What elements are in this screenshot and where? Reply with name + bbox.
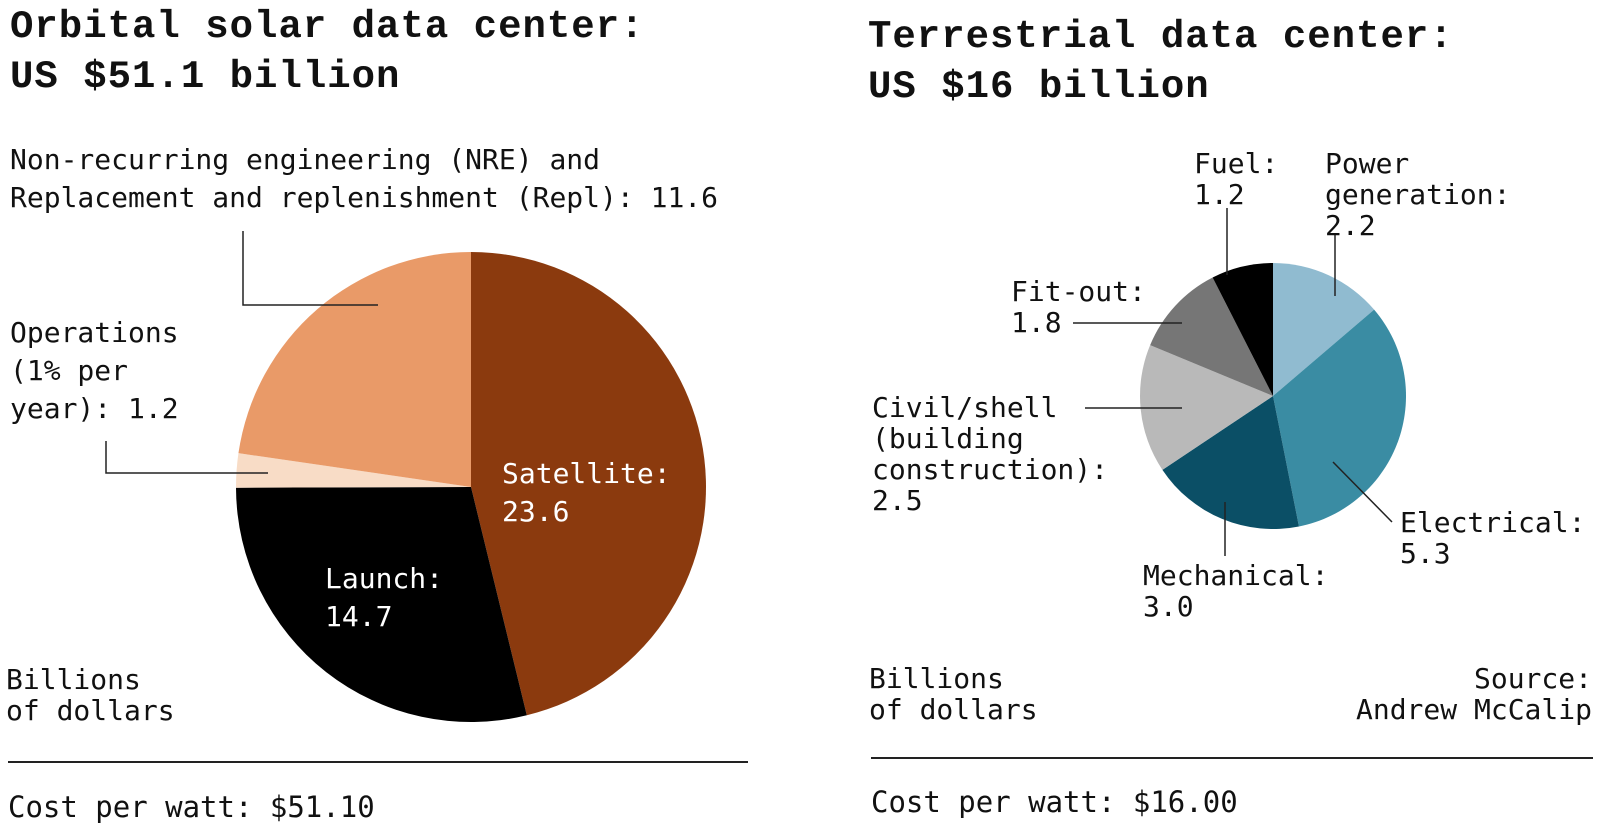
label-satellite: Satellite: 23.6 xyxy=(502,455,671,531)
label-civil-line4: 2.5 xyxy=(872,484,923,517)
label-ops-line1: Operations xyxy=(10,316,179,349)
leader-operations xyxy=(105,441,268,474)
label-satellite-line1: Satellite: xyxy=(502,457,671,490)
label-ops-line3: year): 1.2 xyxy=(10,392,179,425)
label-fuel-line2: 1.2 xyxy=(1194,178,1245,211)
leader-nre xyxy=(242,231,378,306)
terrestrial-unit-line1: Billions xyxy=(869,662,1004,695)
orbital-title: Orbital solar data center: US $51.1 bill… xyxy=(10,2,645,102)
orbital-cost-per-watt: Cost per watt: $51.10 xyxy=(8,790,375,824)
label-fitout-line2: 1.8 xyxy=(1011,306,1062,339)
source-line2: Andrew McCalip xyxy=(1355,693,1592,726)
terrestrial-unit-line2: of dollars xyxy=(869,693,1038,726)
label-electrical-line2: 5.3 xyxy=(1400,537,1451,570)
terrestrial-title-line2: US $16 billion xyxy=(868,65,1210,109)
terrestrial-pie xyxy=(1140,263,1407,529)
terrestrial-slice-civil xyxy=(1140,345,1273,470)
label-power-line1: Power xyxy=(1325,147,1410,180)
orbital-pie xyxy=(235,252,706,722)
label-civil-line1: Civil/shell xyxy=(872,391,1058,424)
leader-electrical xyxy=(1332,461,1393,523)
terrestrial-slice-fit xyxy=(1150,277,1273,396)
terrestrial-cost-per-watt: Cost per watt: $16.00 xyxy=(871,785,1238,819)
label-nre: Non-recurring engineering (NRE) and Repl… xyxy=(10,141,718,217)
label-civil-line3: construction): xyxy=(872,453,1109,486)
label-power: Power generation: 2.2 xyxy=(1325,148,1510,241)
terrestrial-slice-electrical xyxy=(1273,309,1407,527)
label-nre-line2: Replacement and replenishment (Repl): 11… xyxy=(10,181,719,214)
orbital-title-line2: US $51.1 billion xyxy=(10,55,401,99)
source-line1: Source: xyxy=(1473,662,1592,695)
terrestrial-slice-fuel xyxy=(1212,263,1273,396)
terrestrial-slice-power xyxy=(1273,263,1375,396)
label-power-line2: generation: xyxy=(1325,178,1511,211)
orbital-slice-operations xyxy=(235,453,471,488)
label-ops-line2: (1% per xyxy=(10,354,129,387)
label-fitout: Fit-out: 1.8 xyxy=(1011,276,1146,338)
orbital-slice-non xyxy=(238,252,471,487)
label-mechanical: Mechanical: 3.0 xyxy=(1143,560,1328,622)
orbital-title-line1: Orbital solar data center: xyxy=(10,5,645,49)
label-mechanical-line1: Mechanical: xyxy=(1143,559,1329,592)
orbital-unit-line2: of dollars xyxy=(6,694,175,727)
terrestrial-unit-note: Billions of dollars xyxy=(869,663,1038,725)
label-civil-line2: (building xyxy=(872,422,1024,455)
label-operations: Operations (1% per year): 1.2 xyxy=(10,314,179,428)
terrestrial-divider xyxy=(871,757,1593,759)
label-electrical: Electrical: 5.3 xyxy=(1400,507,1585,569)
terrestrial-slice-mechanical xyxy=(1162,396,1299,529)
orbital-slice-satellite xyxy=(471,252,706,716)
label-launch-line2: 14.7 xyxy=(325,600,393,633)
label-satellite-line2: 23.6 xyxy=(502,495,570,528)
orbital-unit-note: Billions of dollars xyxy=(6,664,175,726)
source-note: Source: Andrew McCalip xyxy=(1356,663,1592,725)
orbital-slice-launch xyxy=(236,487,527,722)
terrestrial-title-line1: Terrestrial data center: xyxy=(868,15,1454,59)
label-nre-line1: Non-recurring engineering (NRE) and xyxy=(10,143,601,176)
label-electrical-line1: Electrical: xyxy=(1400,506,1586,539)
label-fitout-line1: Fit-out: xyxy=(1011,275,1146,308)
label-launch-line1: Launch: xyxy=(325,562,444,595)
terrestrial-title: Terrestrial data center: US $16 billion xyxy=(868,12,1454,112)
label-fuel: Fuel: 1.2 xyxy=(1194,148,1278,210)
label-launch: Launch: 14.7 xyxy=(325,560,443,636)
orbital-unit-line1: Billions xyxy=(6,663,141,696)
label-power-line3: 2.2 xyxy=(1325,209,1376,242)
orbital-divider xyxy=(8,761,748,763)
label-mechanical-line2: 3.0 xyxy=(1143,590,1194,623)
label-fuel-line1: Fuel: xyxy=(1194,147,1279,180)
label-civil: Civil/shell (building construction): 2.5 xyxy=(872,392,1108,516)
